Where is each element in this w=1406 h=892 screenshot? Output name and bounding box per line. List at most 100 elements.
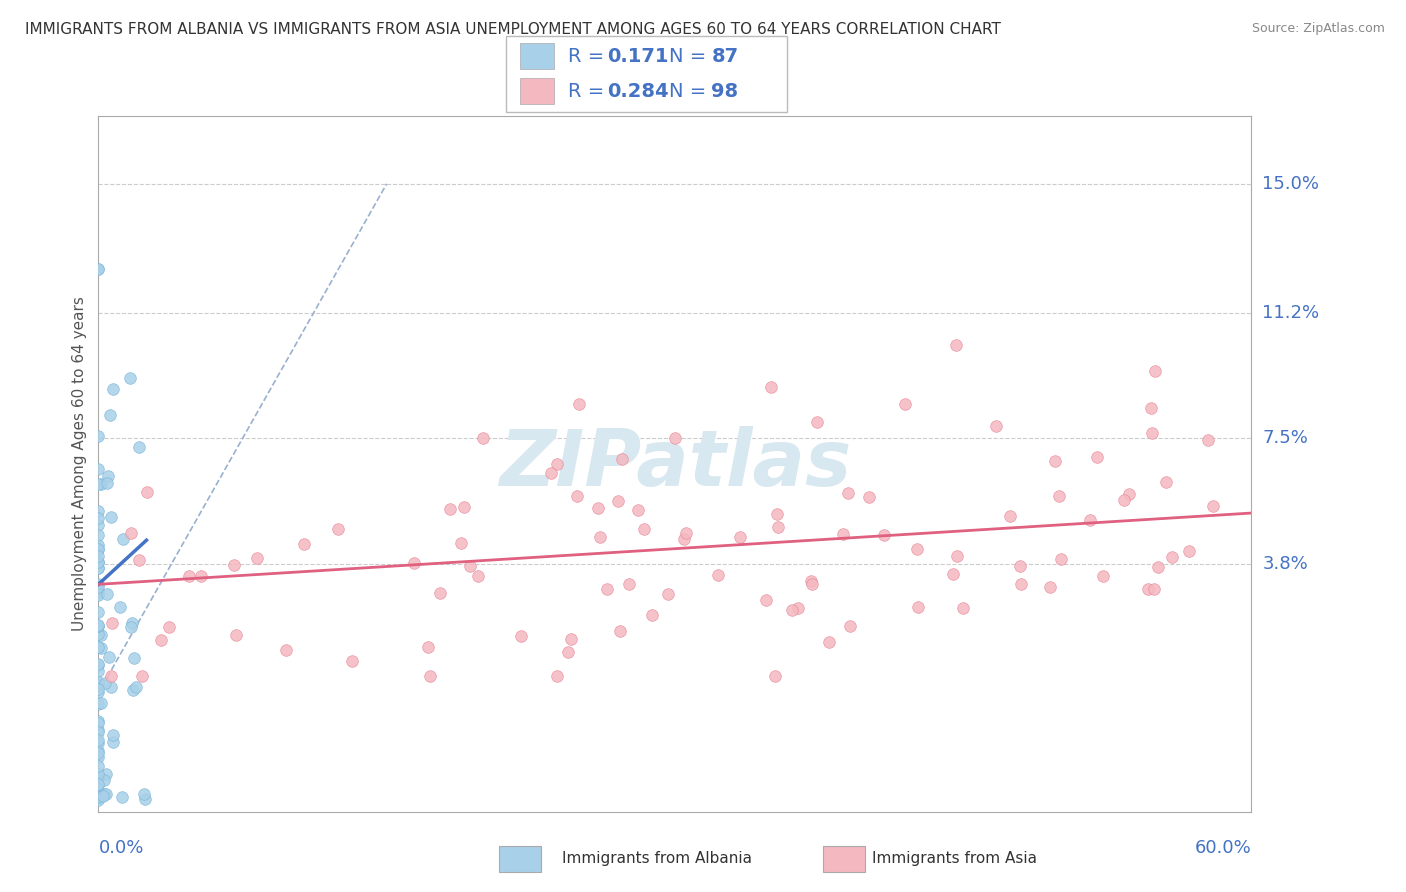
Text: N =: N = xyxy=(669,81,706,101)
Point xyxy=(96,767,118,781)
Point xyxy=(787,601,810,615)
Point xyxy=(87,724,110,739)
Point xyxy=(1143,582,1166,596)
Point xyxy=(87,618,110,632)
Point xyxy=(246,550,269,565)
Point xyxy=(87,510,110,524)
Point xyxy=(763,669,786,683)
Point xyxy=(419,669,441,683)
Point xyxy=(87,678,110,692)
Point xyxy=(817,635,839,649)
Point xyxy=(96,587,118,601)
Point xyxy=(1091,569,1114,583)
Text: R =: R = xyxy=(568,81,605,101)
Point xyxy=(87,527,110,541)
Point xyxy=(87,744,110,758)
Point xyxy=(675,525,697,540)
Point xyxy=(135,485,157,500)
Point xyxy=(100,510,122,524)
Point xyxy=(1154,475,1177,489)
Point xyxy=(609,624,631,638)
Point xyxy=(1140,426,1163,441)
Point xyxy=(87,791,110,805)
Point xyxy=(87,542,110,557)
Point xyxy=(100,680,122,694)
Point xyxy=(87,657,110,671)
Point xyxy=(707,567,730,582)
Point xyxy=(595,582,617,596)
Point xyxy=(100,615,122,630)
Point xyxy=(292,537,315,551)
Point xyxy=(111,789,134,804)
Point xyxy=(998,508,1021,523)
Point xyxy=(1202,500,1225,514)
Point xyxy=(87,586,110,600)
Point xyxy=(612,451,634,466)
Point xyxy=(546,457,568,471)
Point xyxy=(128,553,150,567)
Point xyxy=(87,462,110,476)
Point xyxy=(627,503,650,517)
Point xyxy=(121,615,143,630)
Point xyxy=(1147,559,1170,574)
Point xyxy=(87,588,110,602)
Point xyxy=(87,658,110,673)
Point xyxy=(1050,552,1073,566)
Point xyxy=(800,574,823,588)
Point xyxy=(837,486,859,500)
Point xyxy=(1118,487,1140,501)
Point xyxy=(858,490,880,504)
Point xyxy=(87,549,110,564)
Point xyxy=(87,640,110,654)
Point xyxy=(87,736,110,750)
Point xyxy=(952,601,974,615)
Point xyxy=(87,580,110,594)
Point xyxy=(90,696,112,710)
Point xyxy=(801,576,824,591)
Point xyxy=(87,723,110,738)
Point xyxy=(1140,401,1163,415)
Point xyxy=(222,558,245,573)
Point xyxy=(664,431,686,445)
Point xyxy=(87,715,110,730)
Point xyxy=(404,556,426,570)
Point xyxy=(87,675,110,690)
Point xyxy=(87,576,110,591)
Point xyxy=(87,261,110,276)
Point xyxy=(87,429,110,443)
Point xyxy=(633,522,655,536)
Point xyxy=(150,633,173,648)
Point xyxy=(97,468,120,483)
Point xyxy=(87,790,110,805)
Text: 3.8%: 3.8% xyxy=(1263,555,1308,573)
Text: 11.2%: 11.2% xyxy=(1263,304,1320,322)
Point xyxy=(589,529,612,543)
Text: IMMIGRANTS FROM ALBANIA VS IMMIGRANTS FROM ASIA UNEMPLOYMENT AMONG AGES 60 TO 64: IMMIGRANTS FROM ALBANIA VS IMMIGRANTS FR… xyxy=(25,22,1001,37)
Point xyxy=(90,628,112,642)
Text: ZIPatlas: ZIPatlas xyxy=(499,425,851,502)
Point xyxy=(755,593,778,607)
Text: Source: ZipAtlas.com: Source: ZipAtlas.com xyxy=(1251,22,1385,36)
Point xyxy=(87,685,110,699)
Point xyxy=(617,577,640,591)
Text: 87: 87 xyxy=(711,46,738,66)
Point xyxy=(87,766,110,780)
Point xyxy=(87,476,110,491)
Point xyxy=(93,773,115,788)
Point xyxy=(87,584,110,599)
Point xyxy=(1047,489,1070,503)
Point xyxy=(87,640,110,654)
Point xyxy=(945,338,967,352)
Point xyxy=(606,493,628,508)
Point xyxy=(98,649,121,664)
Point xyxy=(984,418,1007,433)
Point xyxy=(657,587,679,601)
Point xyxy=(87,664,110,678)
Point xyxy=(568,397,591,411)
Point xyxy=(340,654,363,668)
Text: 15.0%: 15.0% xyxy=(1263,175,1319,193)
Point xyxy=(907,599,929,614)
Point xyxy=(450,535,472,549)
Point xyxy=(90,476,112,491)
Point xyxy=(157,619,180,633)
